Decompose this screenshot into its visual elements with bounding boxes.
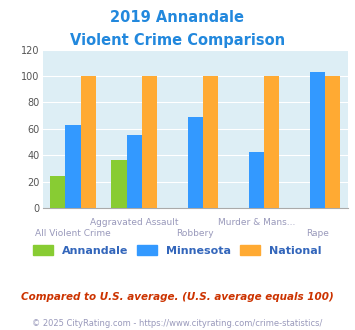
Legend: Annandale, Minnesota, National: Annandale, Minnesota, National bbox=[29, 241, 326, 260]
Bar bbox=[310, 72, 325, 208]
Bar bbox=[264, 76, 279, 208]
Text: Aggravated Assault: Aggravated Assault bbox=[90, 218, 179, 227]
Bar bbox=[126, 135, 142, 208]
Text: All Violent Crime: All Violent Crime bbox=[35, 229, 111, 238]
Text: Rape: Rape bbox=[306, 229, 329, 238]
Bar bbox=[203, 76, 218, 208]
Text: © 2025 CityRating.com - https://www.cityrating.com/crime-statistics/: © 2025 CityRating.com - https://www.city… bbox=[32, 319, 323, 328]
Text: Murder & Mans...: Murder & Mans... bbox=[218, 218, 295, 227]
Bar bbox=[248, 152, 264, 208]
Bar bbox=[111, 160, 126, 208]
Bar bbox=[188, 117, 203, 208]
Bar bbox=[81, 76, 96, 208]
Text: Compared to U.S. average. (U.S. average equals 100): Compared to U.S. average. (U.S. average … bbox=[21, 292, 334, 302]
Bar bbox=[142, 76, 157, 208]
Text: Robbery: Robbery bbox=[176, 229, 214, 238]
Text: Violent Crime Comparison: Violent Crime Comparison bbox=[70, 33, 285, 48]
Bar bbox=[66, 125, 81, 208]
Text: 2019 Annandale: 2019 Annandale bbox=[110, 10, 245, 25]
Bar bbox=[325, 76, 340, 208]
Bar bbox=[50, 176, 66, 208]
